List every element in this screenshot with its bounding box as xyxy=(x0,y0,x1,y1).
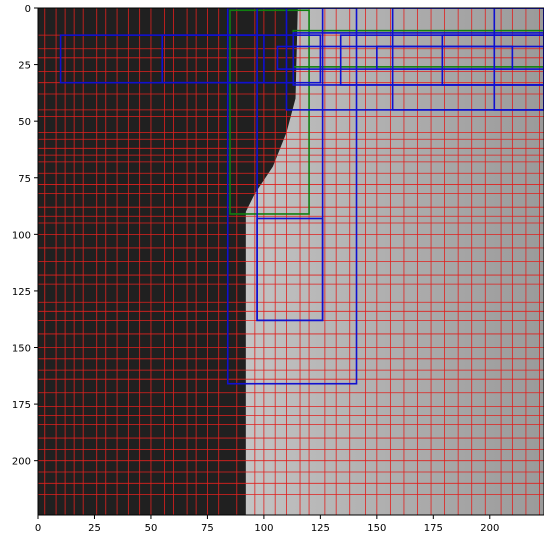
x-tick-label: 50 xyxy=(145,523,158,533)
axes-frame xyxy=(37,7,544,516)
x-tick-label: 25 xyxy=(88,523,101,533)
x-tick-label: 75 xyxy=(201,523,214,533)
blue-box xyxy=(161,34,322,84)
y-tick-label: 150 xyxy=(12,344,31,355)
blue-box xyxy=(285,8,544,111)
y-tick-label: 25 xyxy=(18,61,31,72)
y-tick-label: 50 xyxy=(18,117,31,128)
y-tick-label: 75 xyxy=(18,174,31,185)
y-tick-label: 175 xyxy=(12,400,31,411)
x-tick-label: 0 xyxy=(35,523,41,533)
y-tick-label: 0 xyxy=(25,4,31,15)
x-tick-label: 200 xyxy=(480,523,499,533)
axes: 0 25 50 75 100 125 150 175 200 0 25 50 75 100 125 150 17… xyxy=(12,4,544,533)
y-tick-label: 200 xyxy=(12,457,31,468)
x-tick-label: 100 xyxy=(254,523,273,533)
y-tick-label: 125 xyxy=(12,287,31,298)
blue-box xyxy=(256,217,324,322)
green-box xyxy=(229,9,310,215)
y-tick-label: 100 xyxy=(12,230,31,241)
blue-box xyxy=(226,8,358,385)
x-tick-label: 125 xyxy=(311,523,330,533)
x-tick-label: 175 xyxy=(424,523,443,533)
blue-boxes xyxy=(59,8,544,385)
x-tick-label: 150 xyxy=(367,523,386,533)
blue-box xyxy=(376,45,514,70)
